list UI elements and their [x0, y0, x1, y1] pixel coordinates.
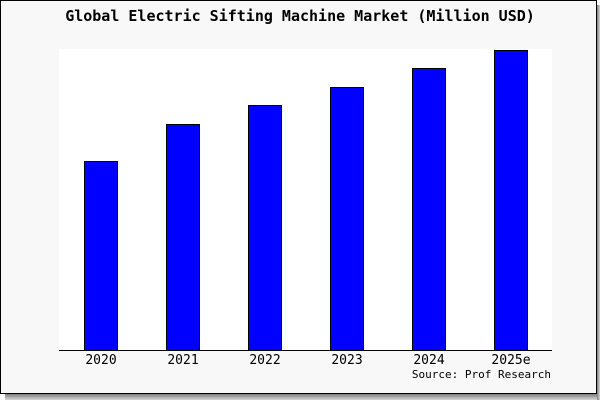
plot-area	[59, 49, 552, 351]
tick-label-2025e: 2025e	[491, 353, 531, 368]
source-attribution: Source: Prof Research	[411, 368, 551, 381]
tick-label-2020: 2020	[85, 353, 117, 368]
bar-2020	[84, 161, 118, 350]
tick-label-2023: 2023	[331, 353, 363, 368]
bar-2024	[412, 68, 446, 350]
tick-label-2022: 2022	[249, 353, 281, 368]
card-shadow-right	[597, 5, 600, 400]
tick-label-2021: 2021	[167, 353, 199, 368]
bar-2023	[330, 87, 364, 350]
tick-label-2024: 2024	[413, 353, 445, 368]
bar-2022	[248, 105, 282, 350]
bar-2021	[166, 124, 200, 350]
card-shadow-bottom	[5, 394, 597, 400]
bar-2025e	[494, 50, 528, 350]
chart-title: Global Electric Sifting Machine Market (…	[65, 7, 535, 25]
